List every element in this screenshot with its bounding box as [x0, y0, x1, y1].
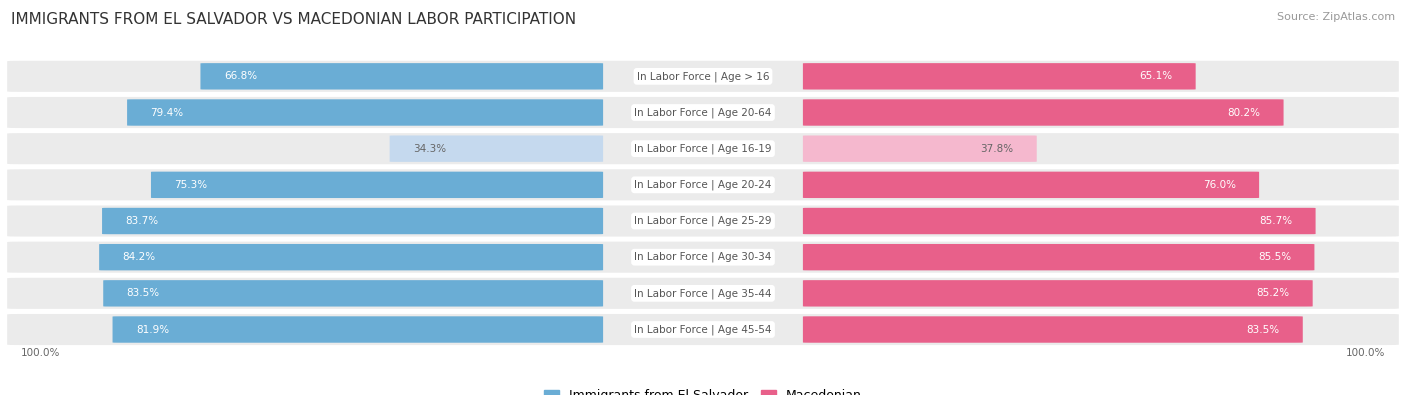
Text: In Labor Force | Age 45-54: In Labor Force | Age 45-54	[634, 324, 772, 335]
Text: 83.5%: 83.5%	[1246, 325, 1279, 335]
FancyBboxPatch shape	[7, 242, 1399, 273]
Text: In Labor Force | Age > 16: In Labor Force | Age > 16	[637, 71, 769, 82]
FancyBboxPatch shape	[7, 169, 1399, 200]
FancyBboxPatch shape	[150, 172, 603, 198]
Text: In Labor Force | Age 20-64: In Labor Force | Age 20-64	[634, 107, 772, 118]
Text: 66.8%: 66.8%	[224, 71, 257, 81]
Text: In Labor Force | Age 35-44: In Labor Force | Age 35-44	[634, 288, 772, 299]
FancyBboxPatch shape	[803, 208, 1316, 234]
Text: In Labor Force | Age 16-19: In Labor Force | Age 16-19	[634, 143, 772, 154]
Text: Source: ZipAtlas.com: Source: ZipAtlas.com	[1277, 12, 1395, 22]
FancyBboxPatch shape	[803, 172, 1260, 198]
FancyBboxPatch shape	[201, 63, 603, 90]
Text: 84.2%: 84.2%	[122, 252, 156, 262]
Text: 100.0%: 100.0%	[21, 348, 60, 357]
FancyBboxPatch shape	[803, 135, 1036, 162]
Text: 100.0%: 100.0%	[1346, 348, 1385, 357]
Legend: Immigrants from El Salvador, Macedonian: Immigrants from El Salvador, Macedonian	[540, 384, 866, 395]
FancyBboxPatch shape	[112, 316, 603, 343]
FancyBboxPatch shape	[803, 280, 1313, 307]
Text: 81.9%: 81.9%	[136, 325, 169, 335]
FancyBboxPatch shape	[7, 133, 1399, 164]
FancyBboxPatch shape	[7, 205, 1399, 237]
Text: 76.0%: 76.0%	[1202, 180, 1236, 190]
FancyBboxPatch shape	[7, 278, 1399, 309]
FancyBboxPatch shape	[803, 99, 1284, 126]
FancyBboxPatch shape	[103, 280, 603, 307]
Text: 79.4%: 79.4%	[150, 107, 184, 117]
FancyBboxPatch shape	[803, 244, 1315, 271]
Text: 80.2%: 80.2%	[1227, 107, 1260, 117]
FancyBboxPatch shape	[803, 63, 1195, 90]
Text: IMMIGRANTS FROM EL SALVADOR VS MACEDONIAN LABOR PARTICIPATION: IMMIGRANTS FROM EL SALVADOR VS MACEDONIA…	[11, 12, 576, 27]
Text: 65.1%: 65.1%	[1139, 71, 1173, 81]
FancyBboxPatch shape	[100, 244, 603, 271]
FancyBboxPatch shape	[7, 61, 1399, 92]
Text: 75.3%: 75.3%	[174, 180, 208, 190]
Text: 83.5%: 83.5%	[127, 288, 160, 298]
Text: 34.3%: 34.3%	[413, 144, 446, 154]
FancyBboxPatch shape	[803, 316, 1303, 343]
Text: 85.5%: 85.5%	[1258, 252, 1291, 262]
Text: In Labor Force | Age 30-34: In Labor Force | Age 30-34	[634, 252, 772, 262]
Text: In Labor Force | Age 25-29: In Labor Force | Age 25-29	[634, 216, 772, 226]
Text: 83.7%: 83.7%	[125, 216, 159, 226]
FancyBboxPatch shape	[7, 97, 1399, 128]
Text: 85.7%: 85.7%	[1258, 216, 1292, 226]
Text: 85.2%: 85.2%	[1256, 288, 1289, 298]
FancyBboxPatch shape	[389, 135, 603, 162]
Text: In Labor Force | Age 20-24: In Labor Force | Age 20-24	[634, 180, 772, 190]
FancyBboxPatch shape	[7, 314, 1399, 345]
FancyBboxPatch shape	[127, 99, 603, 126]
Text: 37.8%: 37.8%	[980, 144, 1014, 154]
FancyBboxPatch shape	[103, 208, 603, 234]
